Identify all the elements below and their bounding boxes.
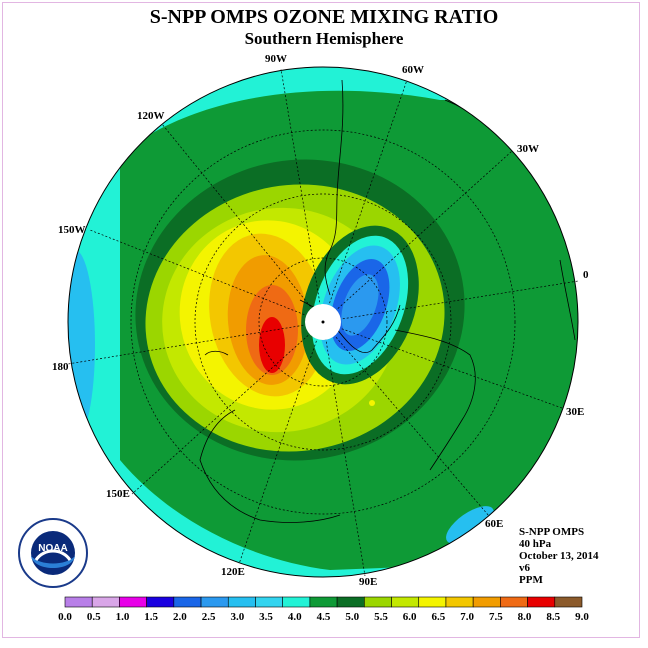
- info-units: PPM: [519, 574, 543, 586]
- colorbar-swatch: [255, 596, 283, 608]
- colorbar-swatch: [391, 596, 420, 608]
- lon-label-120w: 120W: [137, 110, 165, 122]
- svg-text:NOAA: NOAA: [38, 543, 67, 554]
- colorbar-tick-label: 1.5: [144, 611, 158, 623]
- image-frame: [2, 2, 640, 638]
- lon-label-90w: 90W: [265, 53, 287, 65]
- colorbar-swatch: [527, 596, 556, 608]
- colorbar-swatch: [336, 596, 365, 608]
- colorbar-swatch: [500, 596, 528, 608]
- colorbar-swatch: [64, 596, 93, 608]
- lon-label-120e: 120E: [221, 566, 245, 578]
- coastlines: [199, 79, 576, 523]
- colorbar-swatch: [418, 596, 447, 608]
- colorbar-tick-label: 0.5: [87, 611, 101, 623]
- info-date: October 13, 2014: [519, 550, 599, 562]
- lon-label-150e: 150E: [106, 488, 130, 500]
- colorbar-tick-label: 2.0: [173, 611, 187, 623]
- lon-label-30e: 30E: [566, 406, 584, 418]
- colorbar-tick-label: 7.5: [489, 611, 503, 623]
- info-instrument: S-NPP OMPS: [519, 526, 585, 538]
- colorbar-tick-label: 4.5: [317, 611, 331, 623]
- colorbar-tick-label: 8.5: [546, 611, 560, 623]
- colorbar-swatch: [91, 596, 120, 608]
- colorbar-swatch: [309, 596, 338, 608]
- colorbar-swatch: [472, 596, 501, 608]
- lon-label-180: 180: [52, 361, 69, 373]
- map-title: S-NPP OMPS OZONE MIXING RATIO: [149, 6, 499, 28]
- colorbar-tick-label: 3.0: [230, 611, 244, 623]
- map-border: [67, 66, 579, 578]
- colorbar-tick-label: 9.0: [575, 611, 589, 623]
- colorbar-swatch: [554, 596, 583, 608]
- lon-label-60w: 60W: [402, 64, 424, 76]
- colorbar-swatch: [119, 596, 147, 608]
- lon-label-90e: 90E: [359, 576, 377, 588]
- lon-label-30w: 30W: [517, 143, 539, 155]
- ozone-contours: [68, 67, 578, 577]
- colorbar-tick-label: 6.0: [403, 611, 417, 623]
- colorbar-swatch: [364, 596, 392, 608]
- pole-dot: [321, 320, 325, 324]
- lon-label-60e: 60E: [485, 518, 503, 530]
- colorbar-tick-label: 8.0: [518, 611, 532, 623]
- colorbar-swatch: [146, 596, 175, 608]
- colorbar-tick-label: 7.0: [460, 611, 474, 623]
- colorbar-swatch: [282, 596, 311, 608]
- colorbar-tick-label: 3.5: [259, 611, 273, 623]
- lon-label-0: 0: [583, 269, 589, 281]
- colorbar-tick-label: 2.5: [202, 611, 216, 623]
- graticule: [67, 68, 579, 577]
- colorbar-tick-label: 5.5: [374, 611, 388, 623]
- colorbar-tick-label: 1.0: [116, 611, 130, 623]
- colorbar-swatch: [445, 596, 474, 608]
- lon-label-150w: 150W: [58, 224, 86, 236]
- colorbar: 0.0 0.5 1.0 1.5 2.0 2.5 3.0 3.5 4.0 4.5 5.0 5.5 6.0 6…: [58, 596, 589, 623]
- info-level: 40 hPa: [519, 538, 552, 550]
- colorbar-swatch: [227, 596, 256, 608]
- colorbar-tick-label: 0.0: [58, 611, 72, 623]
- info-version: v6: [519, 562, 530, 574]
- colorbar-tick-label: 4.0: [288, 611, 302, 623]
- map-subtitle: Southern Hemisphere: [244, 29, 404, 48]
- colorbar-swatch: [200, 596, 229, 608]
- colorbar-tick-label: 6.5: [432, 611, 446, 623]
- colorbar-swatch: [173, 596, 202, 608]
- noaa-logo: NOAA: [18, 518, 88, 588]
- colorbar-tick-label: 5.0: [345, 611, 359, 623]
